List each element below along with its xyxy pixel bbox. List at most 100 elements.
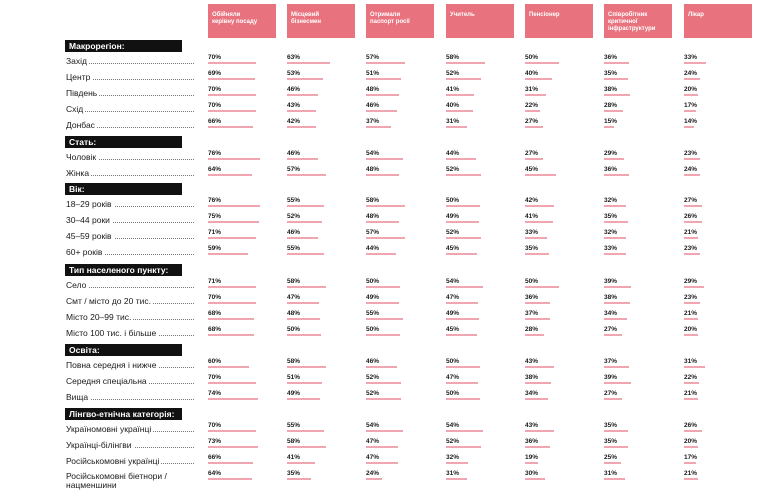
data-bar (684, 286, 704, 288)
data-bar (446, 430, 483, 432)
data-label: 45% (446, 245, 460, 252)
dotted-leader (66, 63, 194, 64)
data-label: 30% (525, 470, 539, 477)
data-bar (208, 205, 260, 207)
data-bar (366, 382, 402, 384)
data-bar (525, 237, 548, 239)
data-label: 21% (684, 229, 698, 236)
data-label: 40% (446, 102, 460, 109)
column-header-line: Пенсіонер (529, 12, 560, 18)
dotted-leader (66, 238, 194, 239)
data-label: 28% (525, 326, 539, 333)
section-header: Освіта: (65, 344, 182, 356)
data-label: 17% (684, 454, 698, 461)
data-label: 49% (446, 213, 460, 220)
data-label: 33% (684, 54, 698, 61)
data-label: 15% (604, 118, 618, 125)
data-label: 49% (446, 310, 460, 317)
data-bar (287, 110, 317, 112)
data-bar (208, 94, 256, 96)
data-bar (684, 221, 702, 223)
data-bar (366, 158, 403, 160)
data-bar (446, 78, 482, 80)
row-label: Захід (66, 56, 194, 66)
data-label: 50% (446, 358, 460, 365)
data-label: 50% (525, 54, 539, 61)
data-label: 29% (604, 150, 618, 157)
data-bar (366, 62, 405, 64)
row-label: Вища (66, 392, 194, 402)
data-bar (604, 221, 628, 223)
data-label: 76% (208, 197, 222, 204)
data-label: 51% (287, 374, 301, 381)
data-label: 36% (525, 294, 539, 301)
data-label: 43% (525, 358, 539, 365)
data-bar (604, 366, 630, 368)
row-label-text: Українці-білінгви (66, 440, 134, 450)
data-bar (366, 94, 399, 96)
row-label: Україномовні українці (66, 424, 194, 434)
data-bar (684, 237, 699, 239)
data-bar (684, 446, 698, 448)
data-label: 73% (208, 438, 222, 445)
row-label: Повна середня і нижче (66, 360, 194, 370)
data-label: 38% (525, 374, 539, 381)
section-header: Тип населеного пункту: (65, 264, 182, 276)
data-bar (604, 62, 629, 64)
row-label-text: Захід (66, 56, 89, 66)
data-label: 52% (366, 390, 380, 397)
data-bar (446, 382, 478, 384)
row-label: Схід (66, 104, 194, 114)
data-bar (366, 110, 398, 112)
row-label-text: Центр (66, 72, 93, 82)
data-label: 24% (684, 70, 698, 77)
data-bar (604, 318, 628, 320)
data-bar (208, 62, 256, 64)
data-bar (208, 366, 249, 368)
data-bar (684, 462, 696, 464)
data-bar (525, 302, 550, 304)
data-label: 31% (604, 470, 618, 477)
data-label: 57% (366, 54, 380, 61)
data-bar (684, 253, 700, 255)
data-label: 70% (208, 294, 222, 301)
data-label: 70% (208, 374, 222, 381)
data-bar (684, 430, 702, 432)
data-label: 35% (604, 422, 618, 429)
data-bar (366, 318, 404, 320)
row-label: Середня спеціальна (66, 376, 194, 386)
data-label: 57% (287, 166, 301, 173)
data-bar (684, 78, 701, 80)
data-bar (208, 237, 257, 239)
data-label: 24% (684, 166, 698, 173)
data-label: 71% (208, 229, 222, 236)
data-bar (287, 430, 325, 432)
data-bar (684, 334, 698, 336)
data-bar (525, 94, 547, 96)
column-header-line: Місцевий (291, 12, 320, 18)
data-label: 46% (287, 86, 301, 93)
data-label: 70% (208, 102, 222, 109)
data-bar (208, 253, 249, 255)
data-bar (366, 430, 403, 432)
data-label: 58% (446, 54, 460, 61)
data-bar (366, 253, 396, 255)
data-label: 35% (604, 438, 618, 445)
data-bar (604, 334, 623, 336)
row-label-text: 45–59 років (66, 231, 114, 241)
data-bar (525, 334, 544, 336)
data-bar (287, 398, 321, 400)
data-label: 42% (287, 118, 301, 125)
data-bar (287, 78, 323, 80)
data-label: 26% (684, 213, 698, 220)
column-header-line: Співробітник (608, 12, 648, 18)
data-label: 31% (446, 118, 460, 125)
data-bar (446, 318, 480, 320)
data-bar (446, 237, 482, 239)
data-bar (208, 110, 256, 112)
column-header: Учитель (446, 4, 514, 38)
row-label: Місто 20–99 тис. (66, 312, 194, 322)
data-label: 33% (604, 245, 618, 252)
data-bar (525, 126, 544, 128)
data-label: 54% (366, 150, 380, 157)
